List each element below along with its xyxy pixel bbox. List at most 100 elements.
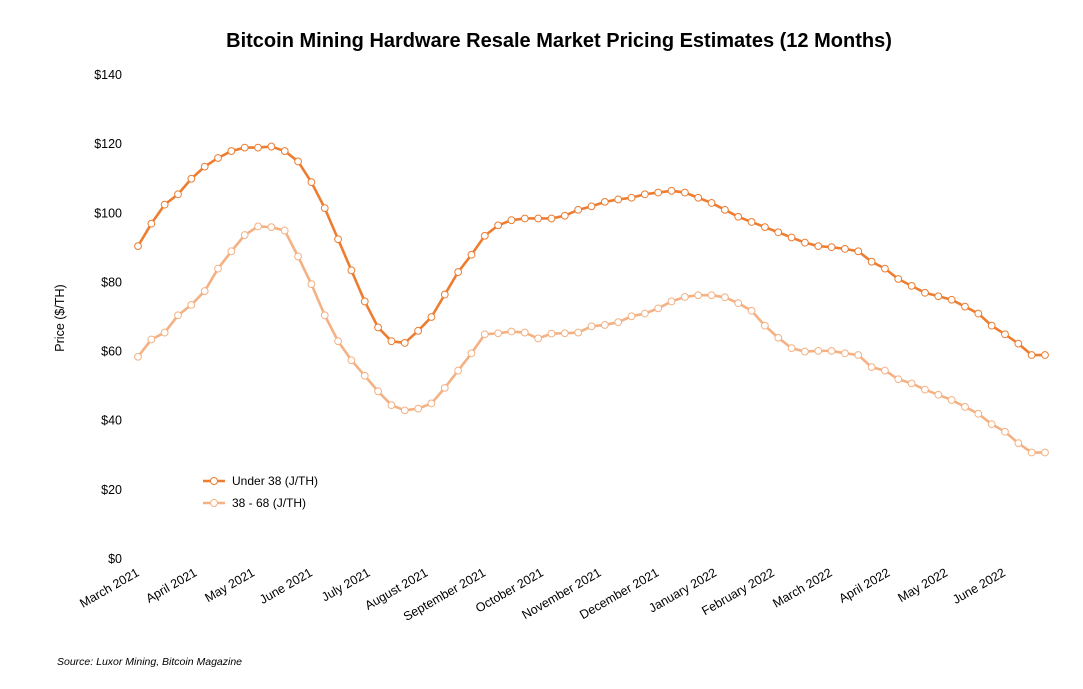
data-point: [387, 337, 396, 346]
y-tick-label: $140: [94, 68, 122, 82]
data-point: [720, 293, 729, 302]
legend-marker-under-38: [210, 477, 218, 485]
data-point: [894, 275, 903, 283]
data-point: [387, 401, 396, 410]
data-point: [1027, 351, 1036, 359]
data-point: [534, 214, 543, 223]
data-point: [534, 334, 543, 343]
x-tick-label: June 2022: [950, 565, 1008, 606]
y-tick-label: $20: [101, 483, 122, 497]
y-tick-label: $80: [101, 275, 122, 289]
data-point: [240, 143, 249, 152]
legend-label-under-38: Under 38 (J/TH): [232, 474, 318, 488]
data-point: [801, 238, 809, 247]
source-note: Source: Luxor Mining, Bitcoin Magazine: [57, 656, 242, 668]
data-point: [520, 214, 529, 223]
data-point: [667, 186, 676, 195]
x-tick-label: March 2022: [770, 565, 834, 610]
series-line: [136, 225, 1045, 454]
data-point: [774, 228, 783, 237]
data-point: [467, 349, 476, 358]
data-point: [907, 379, 916, 388]
data-point: [440, 383, 449, 392]
data-point: [240, 231, 249, 239]
data-point: [560, 211, 569, 220]
data-point: [1041, 448, 1049, 457]
data-point: [614, 195, 623, 204]
data-point: [974, 309, 983, 318]
data-point: [694, 291, 703, 300]
legend-label-38-68: 38 - 68 (J/TH): [232, 496, 306, 510]
data-point: [734, 299, 743, 308]
data-point: [1041, 351, 1049, 359]
data-point: [787, 233, 796, 242]
data-point: [467, 250, 476, 259]
y-tick-label: $120: [94, 137, 122, 151]
data-point: [747, 306, 756, 315]
data-point: [307, 280, 316, 289]
data-point: [987, 321, 996, 330]
data-point: [854, 351, 863, 359]
data-point: [760, 223, 769, 232]
data-point: [934, 292, 943, 301]
data-point: [280, 147, 289, 155]
data-point: [707, 199, 716, 207]
data-point: [921, 385, 929, 394]
data-point: [867, 363, 876, 372]
data-point: [494, 221, 503, 230]
data-point: [961, 402, 969, 411]
data-point: [227, 247, 236, 256]
series-0: [134, 142, 1049, 359]
data-point: [680, 293, 689, 301]
data-point: [1027, 448, 1036, 457]
data-point: [360, 371, 369, 380]
data-point: [160, 200, 169, 209]
data-point: [987, 420, 996, 429]
data-point: [254, 143, 262, 152]
data-point: [227, 147, 236, 155]
data-point: [841, 244, 849, 253]
data-point: [1014, 339, 1023, 348]
data-point: [667, 297, 676, 306]
data-point: [774, 333, 783, 342]
data-point: [374, 323, 382, 332]
data-point: [734, 212, 743, 221]
x-tick-label: June 2021: [257, 565, 315, 606]
series-1: [134, 222, 1049, 457]
data-point: [454, 366, 463, 375]
data-point: [187, 301, 196, 309]
data-point: [374, 387, 382, 396]
y-tick-label: $60: [101, 345, 122, 359]
data-point: [267, 142, 276, 151]
data-point: [414, 326, 423, 335]
data-point: [494, 329, 503, 338]
x-tick-label: May 2022: [896, 565, 951, 605]
data-point: [214, 154, 222, 162]
data-point: [147, 219, 156, 228]
data-point: [720, 205, 729, 214]
data-point: [200, 287, 209, 295]
data-point: [1001, 330, 1009, 339]
data-point: [160, 328, 169, 337]
data-point: [640, 309, 649, 318]
data-point: [947, 396, 956, 404]
data-point: [934, 390, 943, 399]
data-point: [654, 188, 663, 197]
data-point: [600, 197, 609, 206]
x-tick-label: March 2021: [77, 565, 141, 610]
data-point: [867, 257, 876, 266]
y-tick-label: $0: [108, 552, 122, 566]
data-point: [587, 322, 596, 331]
data-point: [560, 329, 569, 338]
data-point: [174, 311, 182, 320]
data-point: [694, 193, 703, 202]
data-point: [587, 202, 596, 211]
data-point: [801, 347, 809, 356]
data-point: [881, 366, 889, 375]
data-point: [427, 313, 436, 321]
data-point: [600, 321, 609, 329]
data-point: [174, 190, 182, 199]
data-point: [307, 178, 316, 187]
data-point: [507, 216, 516, 225]
